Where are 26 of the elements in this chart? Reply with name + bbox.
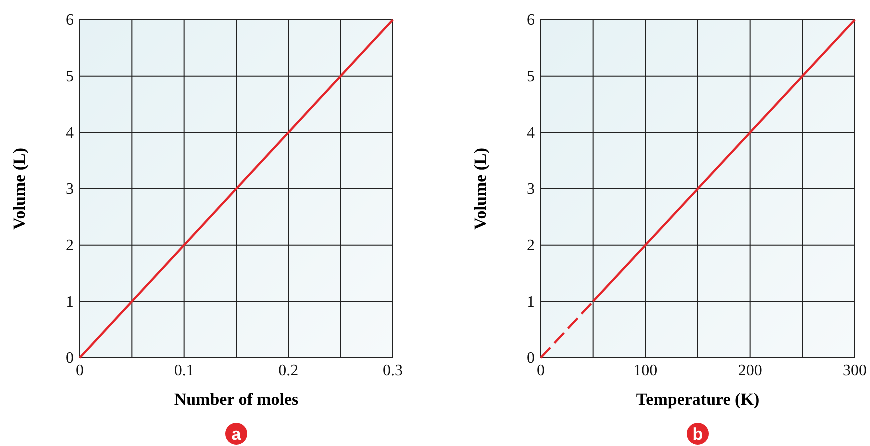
y-tick-label: 4 — [527, 124, 535, 142]
x-tick-label: 300 — [843, 362, 867, 380]
x-tick-label: 200 — [738, 362, 762, 380]
y-axis-title: Volume (L) — [10, 148, 29, 230]
x-axis-title: Temperature (K) — [636, 390, 760, 409]
y-tick-label: 6 — [66, 12, 74, 30]
x-tick-label: 0.2 — [278, 362, 299, 380]
y-tick-label: 1 — [527, 294, 535, 311]
y-tick-label: 2 — [527, 237, 535, 254]
y-tick-label: 3 — [66, 181, 74, 198]
x-tick-label: 0.3 — [383, 362, 403, 380]
x-tick-label: 0.1 — [174, 362, 194, 380]
y-axis-title: Volume (L) — [471, 148, 490, 230]
text: b — [692, 425, 704, 444]
y-tick-label: 0 — [527, 350, 535, 368]
y-tick-label: 1 — [66, 294, 74, 311]
y-tick-label: 6 — [527, 12, 535, 30]
y-tick-label: 5 — [66, 68, 74, 86]
y-tick-label: 3 — [527, 181, 535, 198]
y-tick-label: 2 — [66, 237, 74, 254]
y-tick-label: 5 — [527, 68, 535, 86]
y-tick-label: 0 — [66, 350, 74, 368]
y-tick-label: 4 — [66, 124, 74, 142]
x-axis-title: Number of moles — [174, 390, 300, 409]
text: a — [232, 425, 242, 444]
x-tick-label: 100 — [634, 362, 658, 380]
